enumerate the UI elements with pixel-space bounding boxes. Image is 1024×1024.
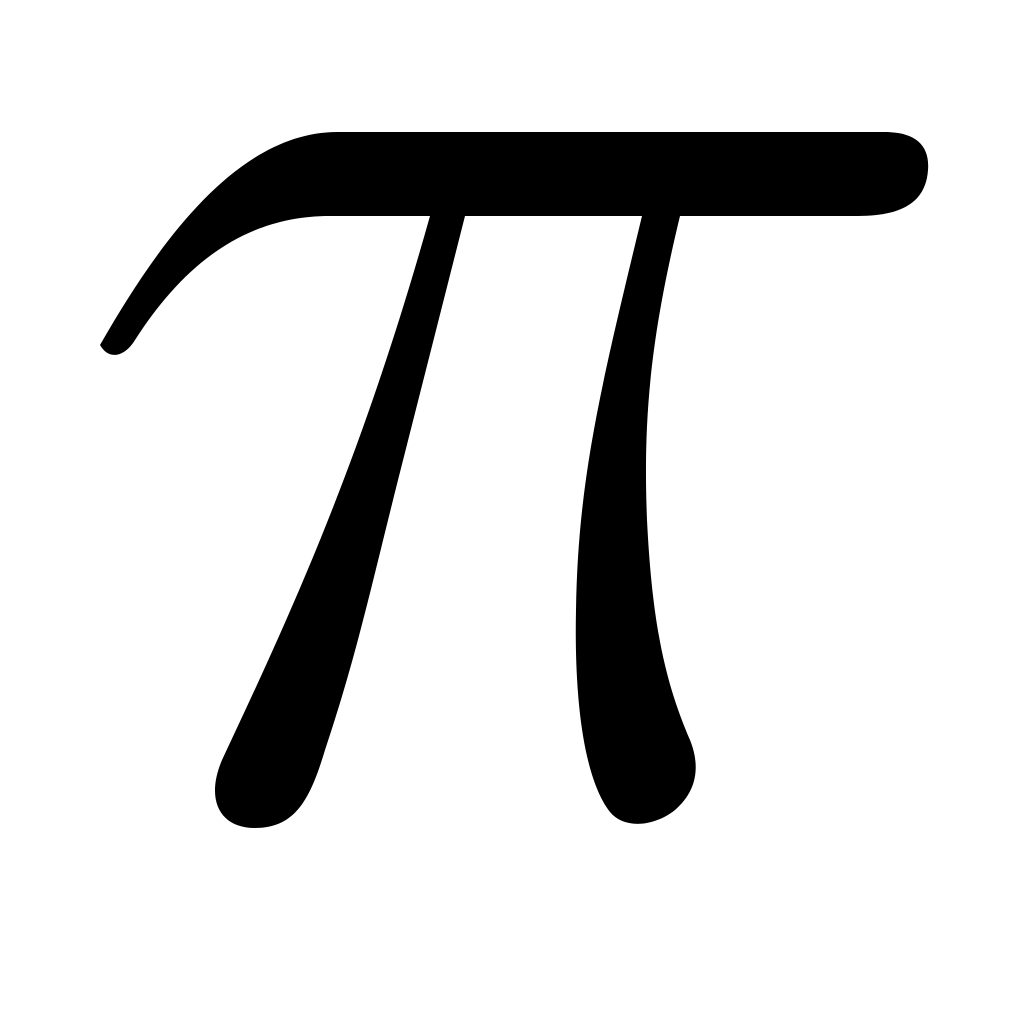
pi-right-leg: [575, 216, 696, 824]
pi-top-bar: [100, 131, 929, 355]
pi-glyph: [100, 131, 929, 828]
pi-left-leg: [214, 216, 465, 828]
